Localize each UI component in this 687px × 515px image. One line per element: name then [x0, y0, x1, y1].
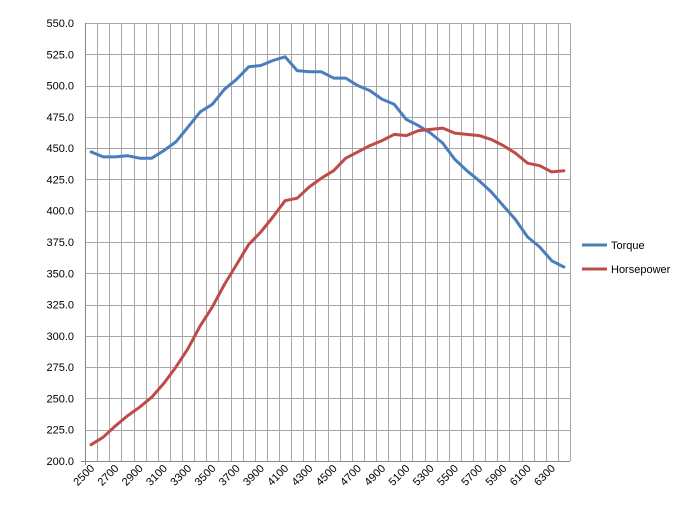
y-tick-label: 375.0 — [46, 237, 74, 249]
x-tick-label: 4500 — [314, 463, 340, 489]
x-tick-label: 5900 — [484, 463, 510, 489]
y-axis-tick-labels: 200.0 225.0 250.0 275.0 300.0 325.0 350.0 375.0… — [46, 18, 74, 468]
x-tick-label: 4700 — [338, 463, 364, 489]
x-tick-label: 5700 — [459, 463, 485, 489]
y-tick-label: 225.0 — [46, 425, 74, 437]
series-line-horsepower — [89, 126, 566, 447]
y-tick-label: 250.0 — [46, 393, 74, 405]
x-tick-label: 4100 — [265, 463, 291, 489]
legend-label-horsepower: Horsepower — [611, 264, 671, 276]
grid-lines — [85, 23, 571, 462]
series-line-torque — [89, 55, 566, 269]
x-tick-label: 4300 — [290, 463, 316, 489]
x-tick-label: 5300 — [411, 463, 437, 489]
y-tick-label: 425.0 — [46, 174, 74, 186]
y-tick-label: 300.0 — [46, 331, 74, 343]
x-tick-label: 5500 — [435, 463, 461, 489]
y-tick-label: 200.0 — [46, 456, 74, 468]
y-tick-label: 350.0 — [46, 268, 74, 280]
legend: Torque Horsepower — [582, 240, 671, 276]
y-tick-label: 450.0 — [46, 143, 74, 155]
x-tick-label: 3900 — [241, 463, 267, 489]
y-tick-label: 400.0 — [46, 206, 74, 218]
x-tick-label: 3300 — [168, 463, 194, 489]
y-tick-label: 550.0 — [46, 18, 74, 30]
series-lines — [89, 55, 566, 447]
x-tick-label: 3100 — [144, 463, 170, 489]
x-tick-label: 2500 — [71, 463, 97, 489]
legend-label-torque: Torque — [611, 240, 645, 252]
x-tick-label: 4900 — [362, 463, 388, 489]
x-tick-label: 6100 — [508, 463, 534, 489]
y-tick-label: 525.0 — [46, 49, 74, 61]
x-tick-label: 5100 — [387, 463, 413, 489]
x-tick-label: 2900 — [120, 463, 146, 489]
y-tick-label: 475.0 — [46, 112, 74, 124]
y-tick-label: 500.0 — [46, 81, 74, 93]
x-tick-label: 6300 — [532, 463, 558, 489]
y-tick-label: 325.0 — [46, 300, 74, 312]
x-tick-label: 3500 — [193, 463, 219, 489]
x-tick-label: 2700 — [96, 463, 122, 489]
y-tick-label: 275.0 — [46, 362, 74, 374]
x-axis-tick-labels: 2500270029003100330035003700390041004300… — [71, 463, 558, 489]
axes — [81, 23, 570, 465]
x-tick-label: 3700 — [217, 463, 243, 489]
